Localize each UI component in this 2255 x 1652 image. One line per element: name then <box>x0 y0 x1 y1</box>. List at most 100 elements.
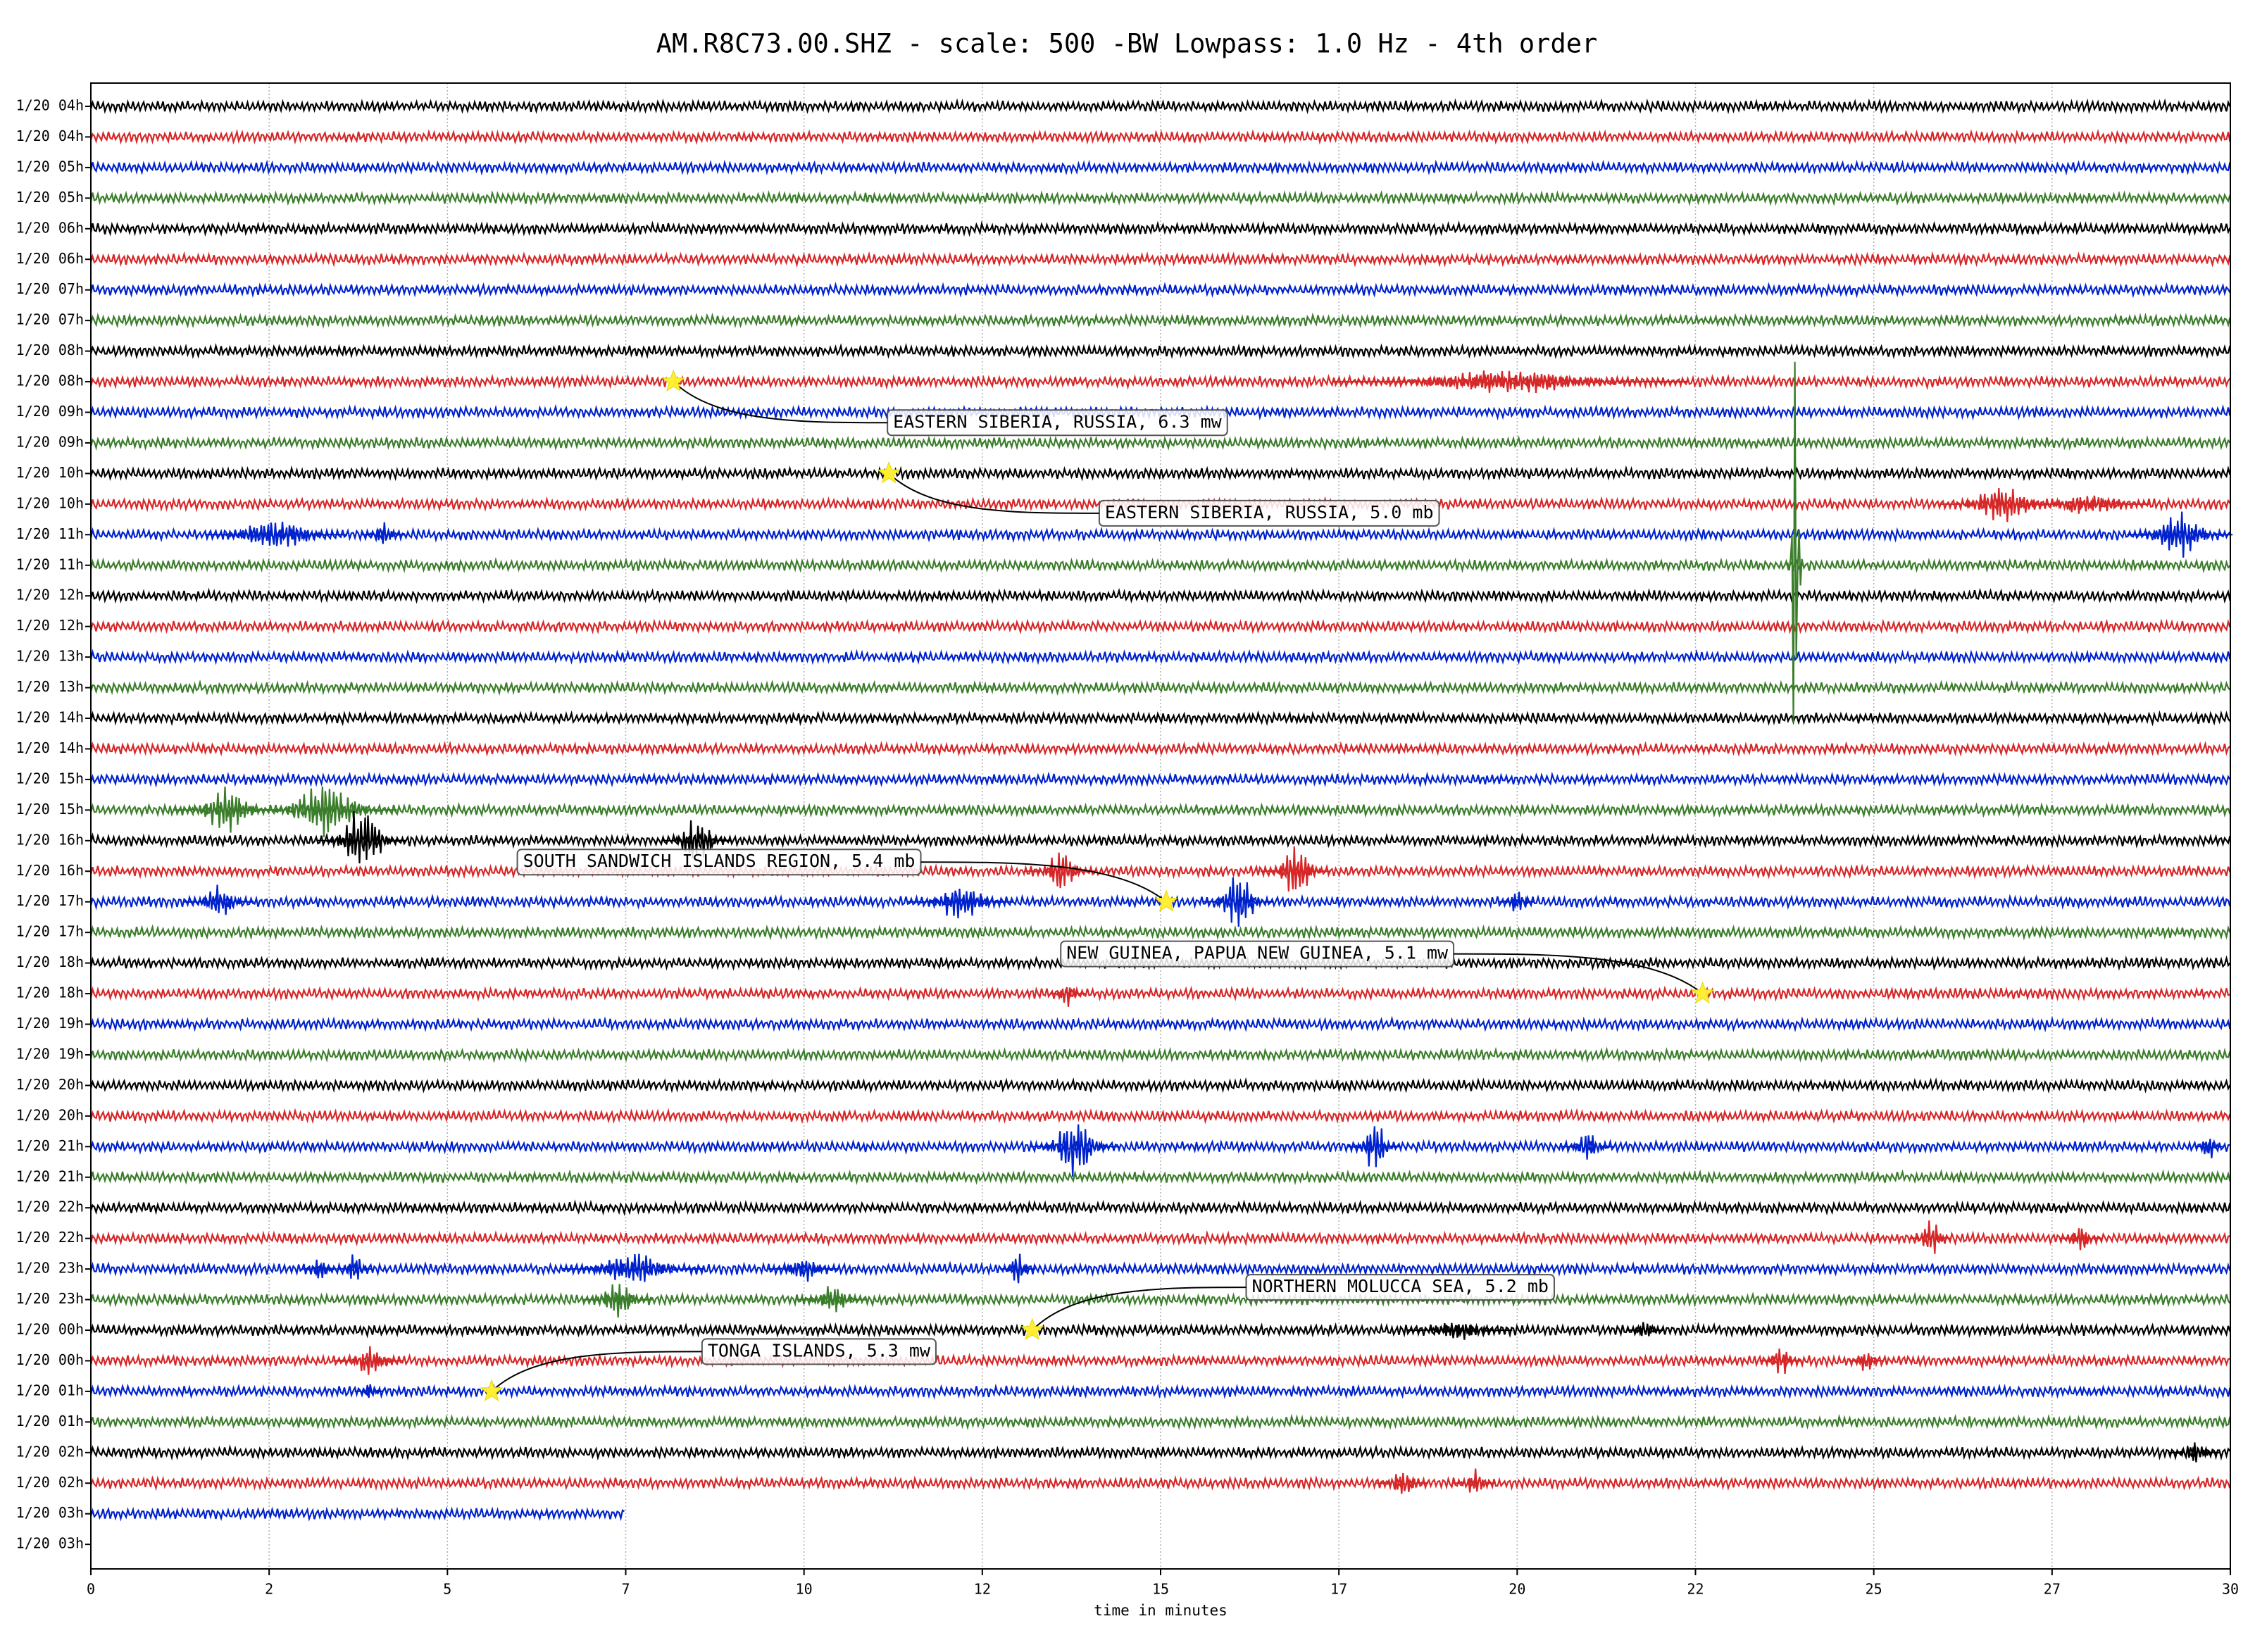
burst <box>1406 1322 1513 1340</box>
y-tick-label: 1/20 18h <box>16 984 84 1001</box>
trace <box>89 710 2231 727</box>
trace <box>89 526 2231 544</box>
burst <box>1453 1468 1496 1493</box>
y-tick-label: 1/20 19h <box>16 1015 84 1032</box>
y-tick-label: 1/20 11h <box>16 525 84 542</box>
trace <box>89 771 2231 788</box>
event-annotation: EASTERN SIBERIA, RUSSIA, 6.3 mw <box>661 369 1228 437</box>
trace <box>89 1475 2231 1491</box>
event-label: TONGA ISLANDS, 5.3 mw <box>708 1340 931 1360</box>
trace <box>89 740 2231 757</box>
burst <box>2194 1139 2223 1158</box>
y-tick-label: 1/20 05h <box>16 158 84 175</box>
y-tick-label: 1/20 12h <box>16 587 84 603</box>
trace <box>89 649 2231 665</box>
burst <box>204 521 347 547</box>
y-tick-label: 1/20 16h <box>16 831 84 848</box>
y-tick-label: 1/20 23h <box>16 1260 84 1277</box>
y-tick-label: 1/20 15h <box>16 770 84 787</box>
x-tick-label: 20 <box>1508 1581 1525 1598</box>
burst <box>1331 370 1688 393</box>
trace <box>89 1321 2231 1339</box>
y-tick-label: 1/20 08h <box>16 373 84 389</box>
trace <box>89 1413 2231 1431</box>
x-tick-label: 12 <box>974 1581 991 1598</box>
trace <box>89 557 2231 574</box>
y-tick-label: 1/20 21h <box>16 1168 84 1184</box>
x-tick-label: 2 <box>265 1581 273 1598</box>
connector <box>491 1351 702 1392</box>
trace <box>89 98 2231 115</box>
burst <box>1203 877 1274 927</box>
trace <box>89 282 2231 299</box>
y-tick-label: 1/20 22h <box>16 1229 84 1246</box>
y-tick-label: 1/20 19h <box>16 1045 84 1062</box>
burst <box>2025 495 2149 514</box>
burst <box>797 1286 868 1313</box>
trace <box>89 679 2231 696</box>
chart-title: AM.R8C73.00.SHZ - scale: 500 -BW Lowpass… <box>656 29 1598 59</box>
y-tick-label: 1/20 02h <box>16 1474 84 1491</box>
burst <box>561 1253 704 1282</box>
y-tick-label: 1/20 03h <box>16 1504 84 1521</box>
trace <box>89 342 2231 360</box>
burst <box>1561 1135 1614 1160</box>
y-tick-label: 1/20 23h <box>16 1290 84 1307</box>
trace <box>89 1139 2230 1156</box>
burst <box>907 889 1013 919</box>
y-tick-label: 1/20 08h <box>16 342 84 358</box>
event-star <box>1691 981 1715 1004</box>
burst <box>1849 1353 1885 1371</box>
event-star <box>480 1379 504 1401</box>
y-tick-label: 1/20 09h <box>16 403 84 420</box>
burst <box>337 1254 373 1280</box>
x-tick-label: 7 <box>621 1581 630 1598</box>
trace <box>89 465 2231 482</box>
y-tick-label: 1/20 18h <box>16 953 84 970</box>
event-label: NEW GUINEA, PAPUA NEW GUINEA, 5.1 mw <box>1066 943 1449 963</box>
y-tick-label: 1/20 22h <box>16 1199 84 1215</box>
event-star <box>1020 1318 1044 1341</box>
burst <box>1909 1220 1952 1254</box>
burst <box>1260 846 1331 891</box>
x-tick-label: 22 <box>1687 1581 1704 1598</box>
burst <box>582 1284 654 1318</box>
y-tick-label: 1/20 00h <box>16 1321 84 1338</box>
y-tick-label: 1/20 06h <box>16 250 84 267</box>
y-tick-label: 1/20 01h <box>16 1382 84 1398</box>
x-axis-label: time in minutes <box>1094 1602 1228 1619</box>
burst <box>254 786 397 837</box>
burst <box>1000 1253 1036 1284</box>
trace <box>89 373 2231 391</box>
y-tick-label: 1/20 13h <box>16 678 84 695</box>
x-tick-label: 17 <box>1330 1581 1347 1598</box>
event-label: EASTERN SIBERIA, RUSSIA, 5.0 mb <box>1105 502 1434 522</box>
event-star <box>661 369 685 392</box>
trace <box>89 985 2230 1002</box>
y-tick-label: 1/20 01h <box>16 1413 84 1429</box>
y-tick-label: 1/20 20h <box>16 1106 84 1123</box>
event-annotation: NEW GUINEA, PAPUA NEW GUINEA, 5.1 mw <box>1060 940 1715 1004</box>
trace <box>89 1046 2231 1063</box>
y-tick-label: 1/20 14h <box>16 739 84 756</box>
y-tick-label: 1/20 11h <box>16 556 84 572</box>
y-tick-label: 1/20 12h <box>16 617 84 634</box>
burst <box>1347 1126 1400 1168</box>
y-tick-label: 1/20 17h <box>16 923 84 940</box>
connector <box>673 381 888 424</box>
y-tick-label: 1/20 10h <box>16 464 84 481</box>
burst <box>2059 1228 2102 1251</box>
trace <box>89 128 2231 145</box>
trace <box>89 1444 2231 1461</box>
event-annotation: TONGA ISLANDS, 5.3 mw <box>480 1338 937 1401</box>
burst <box>1785 361 1804 724</box>
y-tick-label: 1/20 20h <box>16 1076 84 1093</box>
burst <box>183 884 254 915</box>
y-tick-label: 1/20 15h <box>16 801 84 818</box>
trace <box>89 801 2231 819</box>
trace <box>89 1168 2231 1186</box>
trace <box>89 924 2231 941</box>
x-tick-label: 0 <box>87 1581 95 1598</box>
burst <box>1499 891 1535 912</box>
